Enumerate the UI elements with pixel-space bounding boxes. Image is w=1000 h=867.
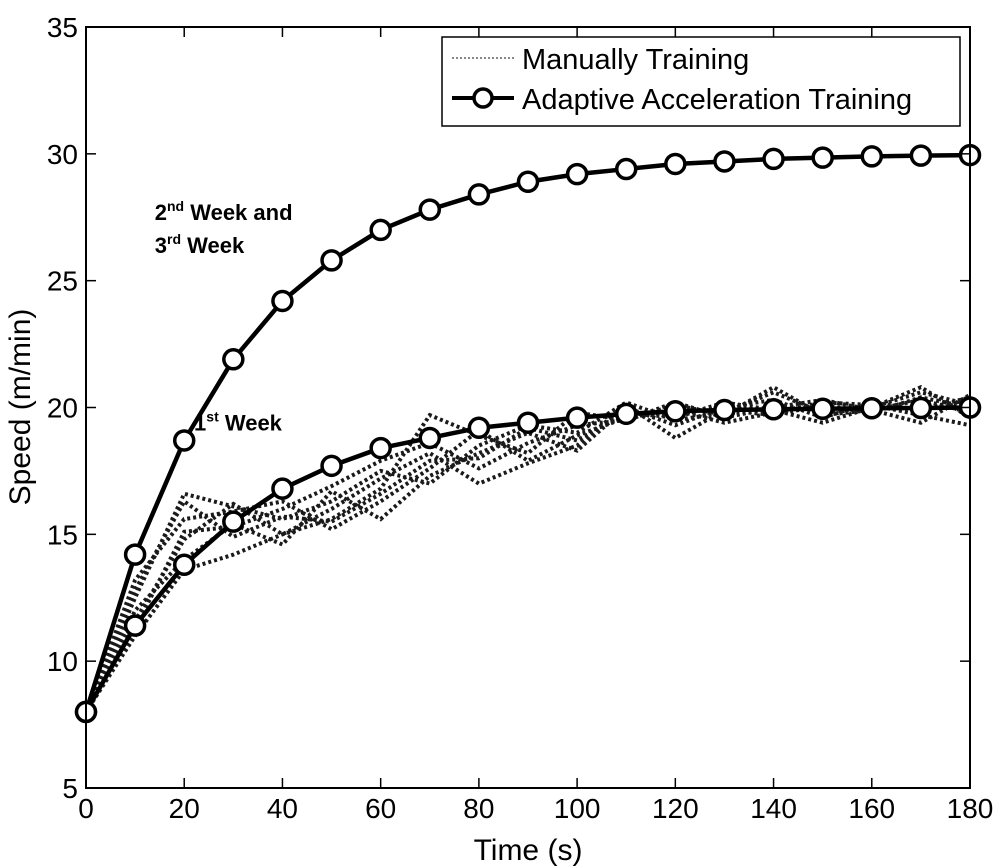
adaptive-training-point <box>614 402 638 426</box>
adaptive-training-point <box>909 144 933 167</box>
adaptive-training-line-2 <box>84 405 971 714</box>
y-tick-label: 30 <box>47 139 78 170</box>
adaptive-training-point <box>369 218 392 242</box>
adaptive-training-point <box>123 543 147 566</box>
x-tick-label: 80 <box>463 793 494 824</box>
y-tick-label: 20 <box>47 393 78 424</box>
adaptive-training-point <box>516 411 540 434</box>
adaptive-training-point <box>320 454 343 478</box>
adaptive-training-point <box>418 198 442 221</box>
adaptive-training-point <box>664 400 687 423</box>
x-tick-label: 180 <box>947 793 994 824</box>
adaptive-training-point <box>565 162 589 186</box>
x-tick-label: 0 <box>78 793 94 824</box>
adaptive-training-point <box>664 152 687 176</box>
adaptive-training-point <box>614 157 638 181</box>
annotations: 2nd Week and 3rd Week 1st Week <box>155 198 293 436</box>
week-annotation: 2nd Week and <box>155 198 293 225</box>
adaptive-training-point <box>172 553 196 577</box>
x-tick-label: 20 <box>169 793 200 824</box>
adaptive-training-point <box>271 477 294 500</box>
adaptive-training-point <box>418 426 442 450</box>
axis-ticks: 0 20 40 60 80 100 120 140 160 180 5 10 15 20 25 30 35 <box>47 12 994 824</box>
x-tick-label: 160 <box>848 793 895 824</box>
adaptive-training-point <box>811 146 834 169</box>
y-tick-label: 10 <box>47 646 78 677</box>
adaptive-training-point <box>516 170 540 193</box>
adaptive-training-point <box>320 249 343 272</box>
adaptive-training-point <box>860 145 884 168</box>
y-tick-label: 25 <box>47 266 78 297</box>
legend-adaptive-label: Adaptive Acceleration Training <box>522 84 912 116</box>
manual-training-line-2 <box>84 393 971 713</box>
adaptive-training-point <box>222 348 245 371</box>
manual-training-line-6 <box>84 384 971 713</box>
adaptive-training-point <box>271 289 294 313</box>
adaptive-training-point <box>565 406 589 429</box>
legend-box <box>441 36 961 127</box>
adaptive-training-point <box>860 397 884 420</box>
manual-training-line-3 <box>84 395 971 713</box>
adaptive-training-point <box>762 147 785 171</box>
adaptive-training-point <box>713 398 736 422</box>
adaptive-training-point <box>172 429 196 452</box>
adaptive-training-point <box>123 614 147 637</box>
manual-training-line-4 <box>84 400 971 713</box>
adaptive-training-point <box>467 183 491 206</box>
y-axis-label: Speed (m/min) <box>4 309 37 506</box>
adaptive-training-point <box>222 510 245 533</box>
y-tick-label: 5 <box>62 773 78 804</box>
week-annotation: 3rd Week <box>155 231 245 258</box>
adaptive-training-point <box>713 150 736 173</box>
legend-adaptive-marker <box>472 87 494 109</box>
x-tick-label: 140 <box>750 793 797 824</box>
x-axis-label: Time (s) <box>474 834 583 867</box>
adaptive-training-point <box>467 416 491 440</box>
adaptive-training-point <box>811 397 834 421</box>
manual-training-line-1 <box>84 384 972 713</box>
x-tick-label: 40 <box>267 793 298 824</box>
week-annotation: 1st Week <box>194 408 283 435</box>
adaptive-training-point <box>909 396 933 420</box>
legend: Manually Training Adaptive Acceleration … <box>441 36 961 127</box>
manual-training-line-7 <box>84 390 971 713</box>
x-tick-label: 60 <box>365 793 396 824</box>
y-tick-label: 15 <box>47 519 78 550</box>
y-tick-label: 35 <box>47 12 78 43</box>
x-tick-label: 100 <box>554 793 601 824</box>
adaptive-training-point <box>762 398 785 421</box>
legend-manual-label: Manually Training <box>522 44 749 76</box>
adaptive-training-point <box>369 436 392 460</box>
x-tick-label: 120 <box>652 793 699 824</box>
